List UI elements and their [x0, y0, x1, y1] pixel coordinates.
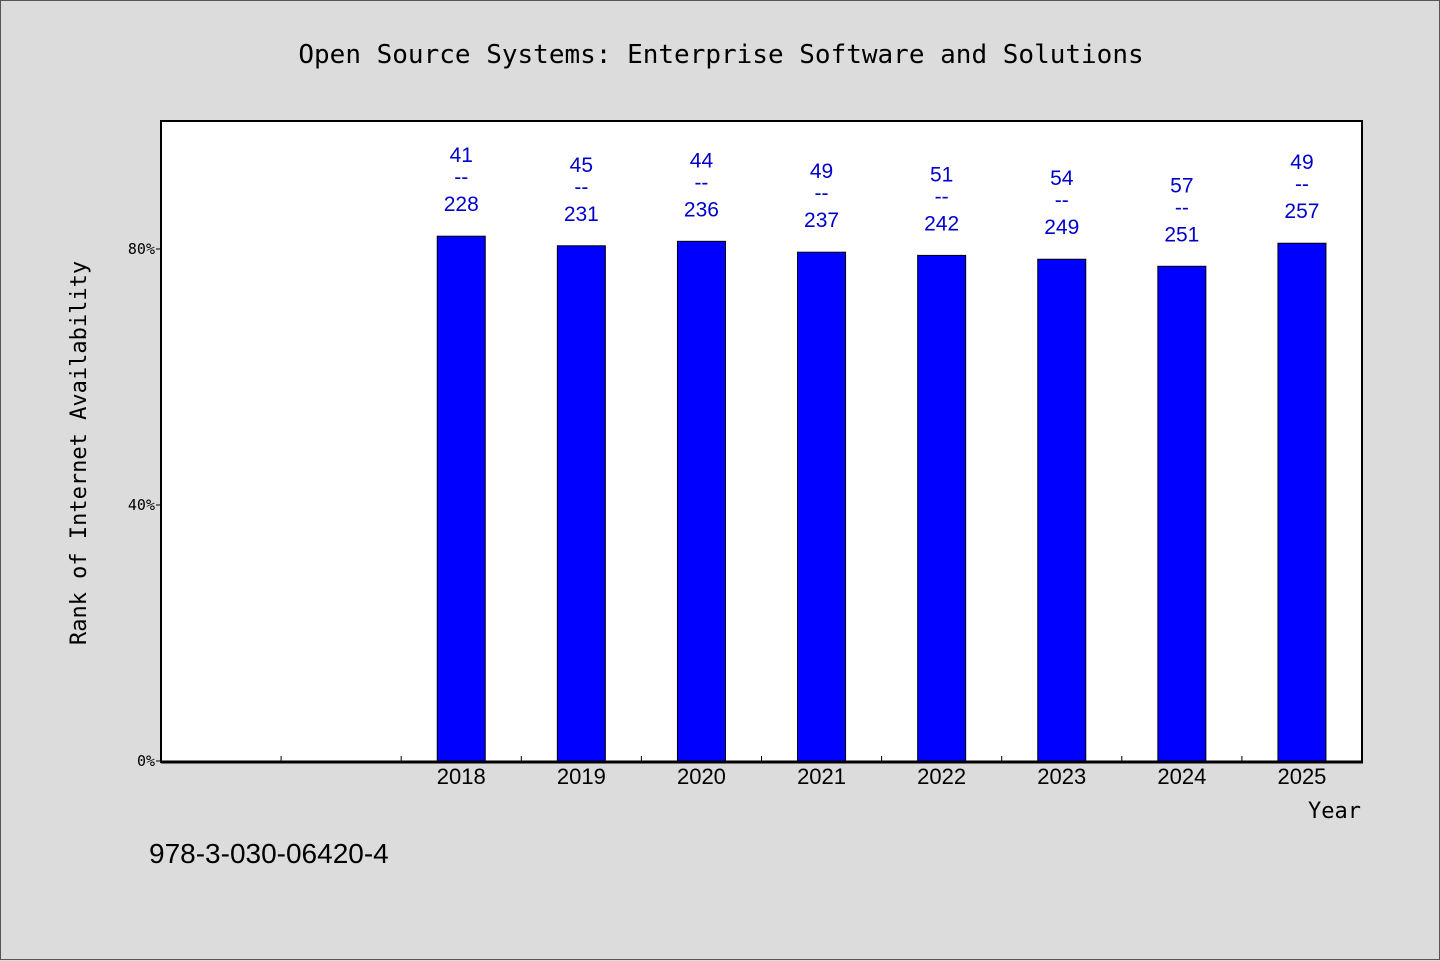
y-axis: 0% 40% 80% — [128, 240, 161, 770]
x-tick-label: 2019 — [557, 764, 606, 789]
data-label-2022-sep: -- — [935, 185, 949, 208]
data-labels-layer: 41--22845--23144--23649--23751--24254--2… — [444, 144, 1320, 246]
bar-2023 — [1037, 258, 1087, 762]
isbn-text: 978-3-030-06420-4 — [149, 838, 389, 869]
x-tick-label: 2023 — [1037, 764, 1086, 789]
x-tick-label: 2025 — [1277, 764, 1326, 789]
bar-2020 — [676, 240, 726, 762]
y-tick-label: 40% — [128, 496, 155, 514]
data-label-2023-top: 54 — [1050, 167, 1074, 190]
y-axis-label: Rank of Internet Availability — [67, 261, 92, 645]
bar-2021 — [797, 251, 847, 762]
data-label-2024-bottom: 251 — [1164, 223, 1199, 246]
data-label-2025-top: 49 — [1290, 151, 1313, 174]
data-label-2020-top: 44 — [690, 149, 714, 172]
x-tick-label: 2021 — [797, 764, 846, 789]
data-label-2022-bottom: 242 — [924, 212, 959, 235]
data-label-2020-bottom: 236 — [684, 198, 719, 221]
x-tick-label: 2020 — [677, 764, 726, 789]
data-label-2024-sep: -- — [1175, 196, 1189, 219]
data-label-2023-bottom: 249 — [1044, 216, 1079, 239]
data-label-2021-top: 49 — [810, 160, 833, 183]
data-label-2018-top: 41 — [450, 144, 473, 167]
x-axis-label: Year — [1308, 799, 1361, 824]
data-label-2023-sep: -- — [1055, 189, 1069, 212]
bar-2025 — [1277, 242, 1327, 762]
data-label-2019-sep: -- — [574, 176, 588, 199]
data-label-2020-sep: -- — [694, 171, 708, 194]
data-label-2025-bottom: 257 — [1284, 200, 1319, 223]
data-label-2022-top: 51 — [930, 163, 953, 186]
data-label-2019-top: 45 — [570, 154, 593, 177]
bar-2022 — [917, 254, 967, 762]
chart-title: Open Source Systems: Enterprise Software… — [298, 40, 1143, 70]
x-tick-label: 2018 — [437, 764, 486, 789]
y-tick-label: 0% — [137, 752, 155, 770]
x-tick-label: 2024 — [1157, 764, 1206, 789]
data-label-2021-sep: -- — [815, 182, 829, 205]
bars-layer — [436, 235, 1327, 762]
y-tick-label: 80% — [128, 240, 155, 258]
data-label-2019-bottom: 231 — [564, 203, 599, 226]
data-label-2018-sep: -- — [454, 166, 468, 189]
bar-2024 — [1157, 265, 1207, 762]
data-label-2021-bottom: 237 — [804, 209, 839, 232]
data-label-2024-top: 57 — [1170, 174, 1193, 197]
x-axis: 2018 2019 2020 2021 2022 2023 2024 2025 — [280, 756, 1326, 789]
bar-2018 — [436, 235, 486, 762]
x-tick-label: 2022 — [917, 764, 966, 789]
bar-2019 — [556, 245, 606, 762]
data-label-2018-bottom: 228 — [444, 193, 479, 216]
data-label-2025-sep: -- — [1295, 173, 1309, 196]
